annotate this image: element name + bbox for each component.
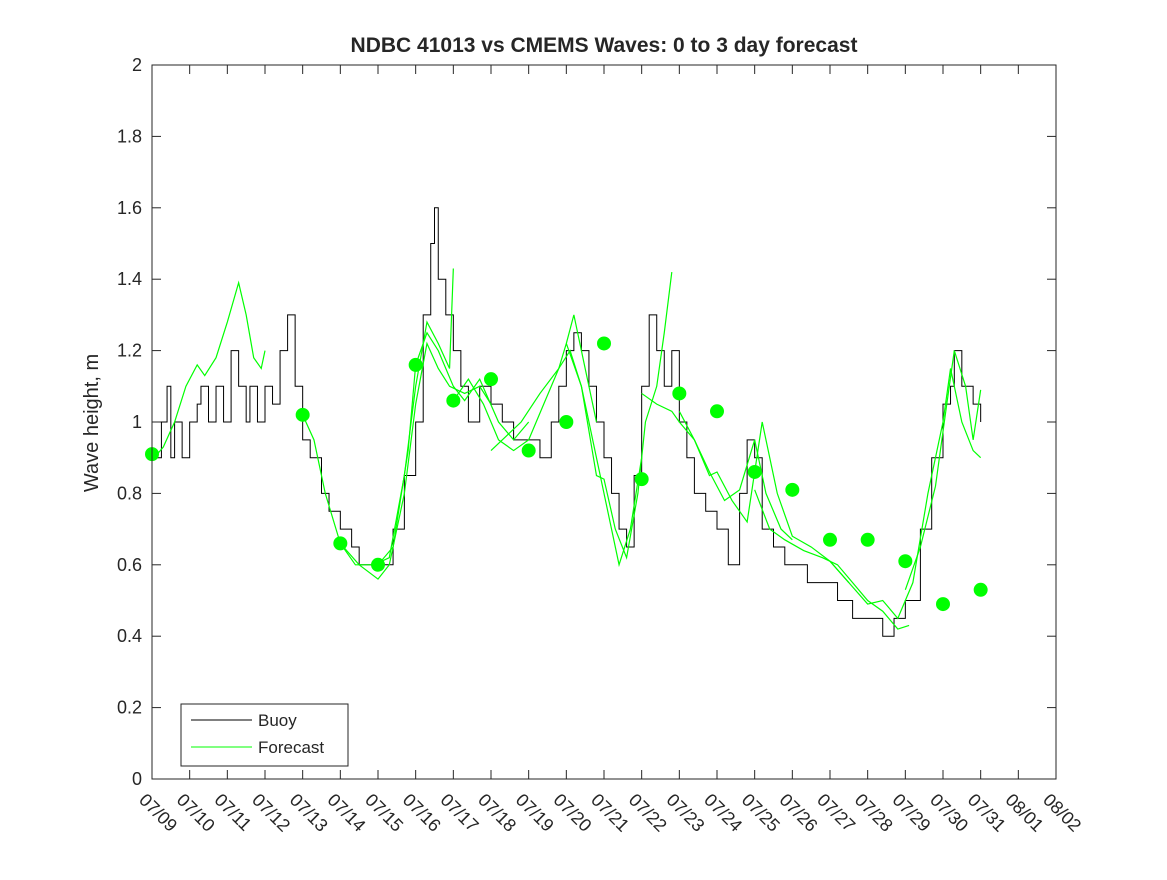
forecast-run-line	[754, 489, 910, 630]
y-tick-label: 1.4	[117, 269, 142, 289]
legend-box	[180, 703, 349, 767]
legend: Buoy Forecast	[180, 703, 349, 767]
y-tick-label: 0.6	[117, 555, 142, 575]
forecast-point	[973, 582, 988, 597]
forecast-run-line	[641, 392, 793, 541]
forecast-point	[823, 532, 837, 547]
forecast-run-line	[452, 314, 598, 452]
forecast-point	[371, 557, 385, 572]
chart-title: NDBC 41013 vs CMEMS Waves: 0 to 3 day fo…	[351, 34, 858, 57]
forecast-run-line	[377, 331, 530, 566]
forecast-run-line	[339, 341, 492, 580]
y-tick-label: 1.6	[117, 198, 142, 218]
forecast-run-line	[152, 280, 266, 462]
legend-label-forecast: Forecast	[258, 738, 324, 757]
forecast-point	[898, 554, 913, 569]
y-axis-label: Wave height, m	[81, 354, 103, 492]
forecast-point	[559, 415, 574, 429]
forecast-run-line	[302, 268, 454, 566]
legend-label-buoy: Buoy	[258, 711, 297, 730]
forecast-point	[484, 372, 498, 387]
forecast-run-line	[829, 368, 982, 620]
forecast-point	[333, 536, 348, 551]
forecast-point	[408, 357, 423, 372]
y-tick-label: 0.8	[117, 483, 142, 503]
forecast-point	[521, 443, 536, 458]
y-tick-label: 1.8	[117, 126, 142, 146]
forecast-run-line	[904, 350, 982, 590]
buoy-series-line	[152, 207, 982, 637]
y-tick-label: 0	[132, 769, 142, 789]
forecast-point	[860, 532, 875, 547]
axes-box	[151, 64, 1057, 780]
y-tick-label: 0.4	[117, 626, 142, 646]
forecast-point	[672, 386, 687, 401]
y-tick-label: 1.2	[117, 341, 142, 361]
forecast-point	[747, 464, 762, 479]
forecast-run-line	[565, 271, 673, 560]
forecast-point	[446, 393, 461, 408]
forecast-point	[634, 472, 649, 487]
forecast-point	[597, 336, 611, 351]
y-tick-label: 0.2	[117, 698, 142, 718]
forecast-point	[710, 404, 724, 419]
forecast-point	[936, 597, 950, 612]
y-tick-label: 2	[132, 55, 142, 75]
y-tick-label: 1	[132, 412, 142, 432]
forecast-point	[295, 407, 310, 422]
forecast-point	[785, 482, 800, 497]
